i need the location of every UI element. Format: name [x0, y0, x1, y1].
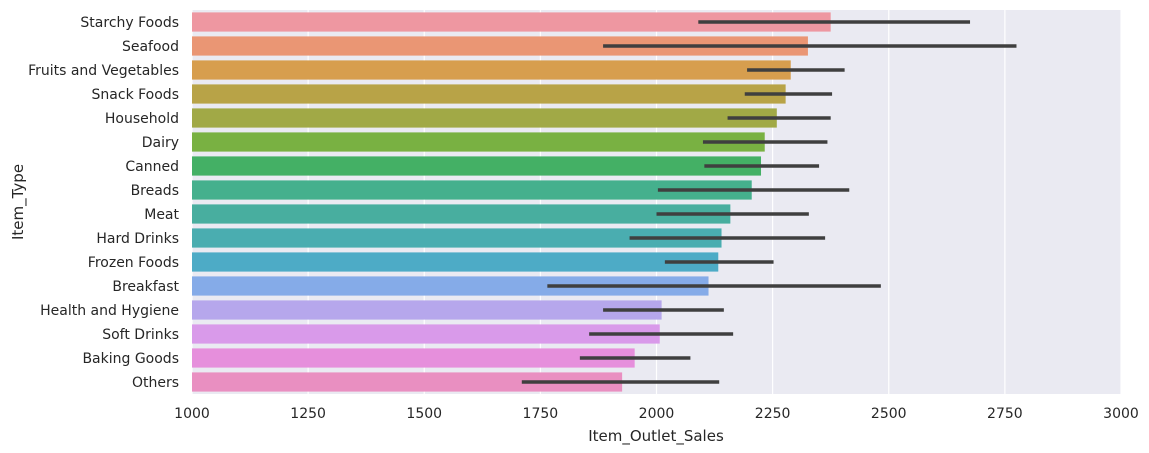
bar: [192, 300, 662, 320]
x-tick-label: 1250: [290, 406, 326, 422]
bar: [192, 84, 786, 104]
x-axis-title: Item_Outlet_Sales: [588, 427, 724, 446]
bar: [192, 252, 719, 272]
y-tick-label: Canned: [125, 159, 179, 175]
bar: [192, 60, 791, 80]
bar: [192, 348, 635, 368]
y-tick-label: Fruits and Vegetables: [28, 63, 179, 79]
y-tick-label: Health and Hygiene: [40, 303, 179, 319]
y-tick-label: Baking Goods: [82, 351, 179, 367]
y-tick-label: Frozen Foods: [88, 255, 179, 271]
y-axis-title: Item_Type: [9, 164, 28, 240]
y-tick-labels: Starchy Foods Seafood Fruits and Vegetable…: [28, 15, 179, 391]
bar: [192, 108, 777, 128]
x-tick-label: 3000: [1103, 406, 1139, 422]
y-tick-label: Breakfast: [112, 279, 179, 295]
bar: [192, 276, 709, 296]
x-tick-label: 1000: [174, 406, 210, 422]
bar: [192, 204, 731, 224]
y-tick-label: Snack Foods: [92, 87, 179, 103]
bar: [192, 372, 623, 392]
y-tick-label: Starchy Foods: [80, 15, 179, 31]
y-tick-label: Others: [132, 375, 179, 391]
bar: [192, 132, 765, 152]
y-tick-label: Household: [105, 111, 179, 127]
y-tick-label: Breads: [131, 183, 179, 199]
bar: [192, 180, 752, 200]
bar: [192, 228, 722, 248]
bar: [192, 324, 660, 344]
bar: [192, 36, 808, 56]
y-tick-label: Dairy: [142, 135, 179, 151]
bars: [192, 12, 831, 392]
y-tick-label: Hard Drinks: [96, 231, 179, 247]
error-bars: [521, 20, 1017, 384]
x-tick-label: 1750: [523, 406, 559, 422]
x-tick-label: 2750: [987, 406, 1023, 422]
x-tick-label: 1500: [406, 406, 442, 422]
y-tick-label: Seafood: [122, 39, 179, 55]
x-tick-label: 2250: [755, 406, 791, 422]
y-tick-label: Soft Drinks: [102, 327, 179, 343]
x-tick-label: 2500: [871, 406, 907, 422]
y-tick-label: Meat: [144, 207, 179, 223]
bar: [192, 12, 831, 32]
x-tick-labels: 1000 1250 1500 1750 2000 2250 2500 2750 3000: [174, 406, 1139, 422]
x-tick-label: 2000: [639, 406, 675, 422]
bar: [192, 156, 762, 176]
